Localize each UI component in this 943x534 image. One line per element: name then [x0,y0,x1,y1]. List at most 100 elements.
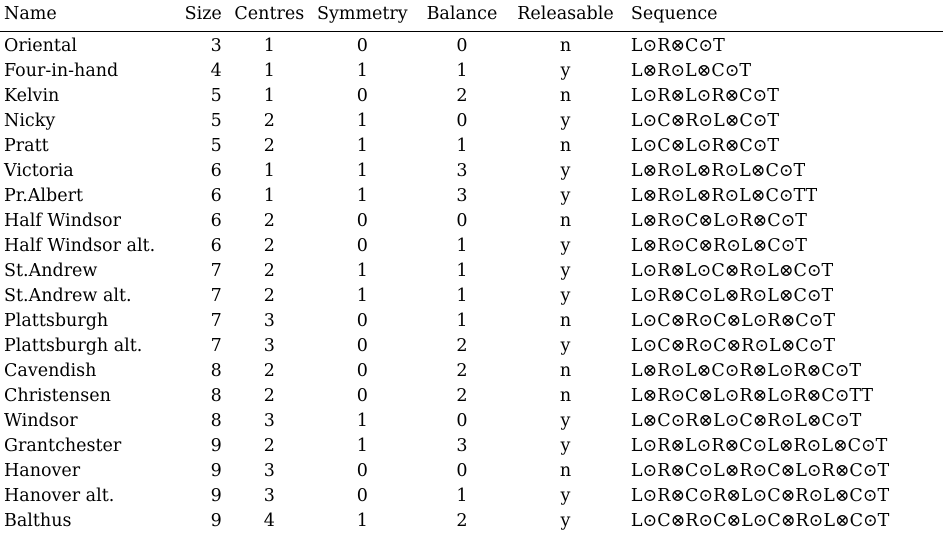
cell-sequence: L⊗R⊙L⊗C⊙T [621,59,943,84]
cell-size: 6 [171,234,228,259]
cell-symmetry: 0 [311,209,414,234]
cell-symmetry: 1 [311,259,414,284]
cell-name: Windsor [0,409,171,434]
cell-releasable: n [510,134,621,159]
cell-size: 5 [171,84,228,109]
cell-symmetry: 0 [311,459,414,484]
cell-symmetry: 1 [311,434,414,459]
cell-releasable: y [510,184,621,209]
cell-name: Grantchester [0,434,171,459]
cell-balance: 2 [414,509,510,534]
cell-balance: 2 [414,334,510,359]
cell-releasable: n [510,459,621,484]
cell-centres: 4 [228,509,311,534]
cell-releasable: y [510,109,621,134]
cell-sequence: L⊙R⊗L⊙C⊗R⊙L⊗C⊙T [621,259,943,284]
cell-symmetry: 1 [311,59,414,84]
cell-centres: 2 [228,384,311,409]
cell-name: Christensen [0,384,171,409]
cell-balance: 0 [414,459,510,484]
cell-symmetry: 0 [311,359,414,384]
cell-size: 6 [171,159,228,184]
cell-sequence: L⊙R⊗L⊙R⊗C⊙T [621,84,943,109]
cell-name: Cavendish [0,359,171,384]
cell-size: 9 [171,459,228,484]
cell-centres: 1 [228,159,311,184]
cell-name: Kelvin [0,84,171,109]
cell-sequence: L⊗R⊙L⊗R⊙L⊗C⊙TT [621,184,943,209]
cell-releasable: y [510,259,621,284]
cell-releasable: n [510,384,621,409]
cell-sequence: L⊙C⊗L⊙R⊗C⊙T [621,134,943,159]
cell-sequence: L⊙C⊗R⊙C⊗L⊙C⊗R⊙L⊗C⊙T [621,509,943,534]
cell-releasable: y [510,409,621,434]
cell-balance: 2 [414,84,510,109]
cell-name: Victoria [0,159,171,184]
cell-centres: 1 [228,32,311,60]
cell-balance: 0 [414,32,510,60]
cell-name: St.Andrew alt. [0,284,171,309]
cell-symmetry: 0 [311,309,414,334]
cell-name: Half Windsor [0,209,171,234]
cell-balance: 2 [414,384,510,409]
cell-size: 9 [171,509,228,534]
cell-symmetry: 0 [311,234,414,259]
cell-releasable: y [510,234,621,259]
cell-balance: 0 [414,409,510,434]
cell-size: 3 [171,32,228,60]
header-releasable: Releasable [510,0,621,32]
cell-releasable: n [510,84,621,109]
cell-name: Half Windsor alt. [0,234,171,259]
cell-symmetry: 0 [311,384,414,409]
cell-balance: 1 [414,259,510,284]
cell-centres: 3 [228,309,311,334]
cell-releasable: n [510,309,621,334]
cell-name: Oriental [0,32,171,60]
cell-releasable: y [510,484,621,509]
cell-symmetry: 1 [311,409,414,434]
cell-releasable: y [510,334,621,359]
cell-symmetry: 1 [311,109,414,134]
cell-sequence: L⊗R⊙C⊗R⊙L⊗C⊙T [621,234,943,259]
cell-size: 5 [171,109,228,134]
cell-centres: 2 [228,259,311,284]
cell-name: Balthus [0,509,171,534]
cell-sequence: L⊗R⊙C⊗L⊙R⊗L⊙R⊗C⊙TT [621,384,943,409]
cell-sequence: L⊗R⊙L⊗R⊙L⊗C⊙T [621,159,943,184]
cell-centres: 1 [228,59,311,84]
cell-balance: 3 [414,434,510,459]
cell-centres: 2 [228,209,311,234]
cell-symmetry: 0 [311,334,414,359]
header-symmetry: Symmetry [311,0,414,32]
cell-name: Four-in-hand [0,59,171,84]
cell-balance: 1 [414,59,510,84]
cell-releasable: y [510,509,621,534]
cell-releasable: n [510,32,621,60]
cell-name: Nicky [0,109,171,134]
header-size: Size [171,0,228,32]
cell-size: 9 [171,484,228,509]
cell-symmetry: 1 [311,184,414,209]
cell-sequence: L⊗R⊙C⊗L⊙R⊗C⊙T [621,209,943,234]
cell-size: 7 [171,284,228,309]
cell-name: Plattsburgh [0,309,171,334]
cell-centres: 2 [228,434,311,459]
cell-releasable: y [510,59,621,84]
cell-sequence: L⊙R⊗C⊙L⊗R⊙L⊗C⊙T [621,284,943,309]
cell-size: 7 [171,309,228,334]
cell-centres: 2 [228,109,311,134]
cell-centres: 3 [228,459,311,484]
header-name: Name [0,0,171,32]
cell-symmetry: 1 [311,159,414,184]
cell-releasable: y [510,434,621,459]
